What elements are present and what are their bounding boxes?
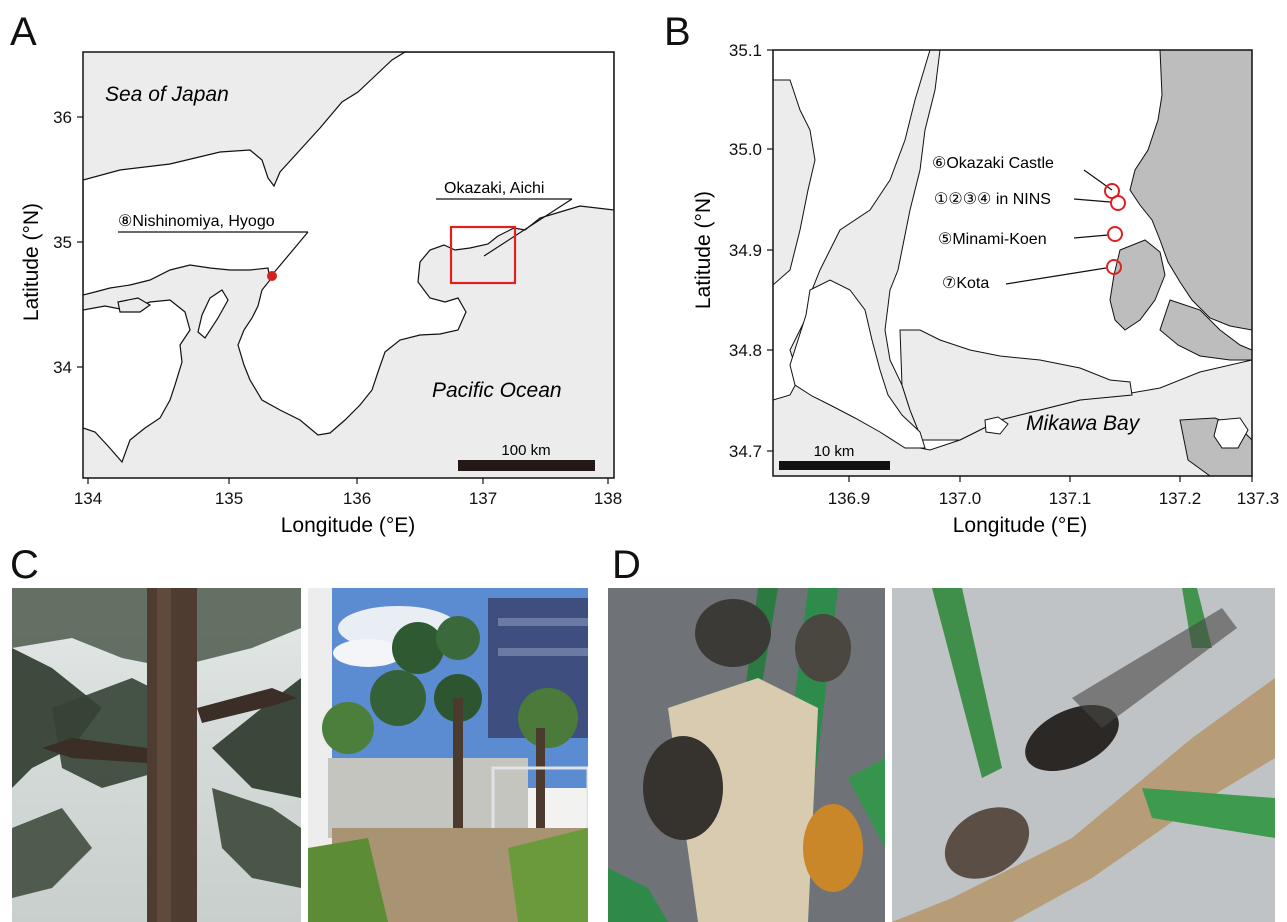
map-b-scale-label: 10 km — [814, 443, 855, 460]
map-b-y-axis-label: Latitude (°N) — [692, 191, 715, 309]
nishinomiya-label: ⑧Nishinomiya, Hyogo — [118, 213, 275, 230]
map-a-ytick: 36 — [53, 108, 72, 127]
map-b-xtick: 137.0 — [939, 489, 982, 508]
map-b-xtick: 137.2 — [1159, 489, 1202, 508]
map-a-ytick: 35 — [53, 233, 72, 252]
map-b-ytick: 34.8 — [729, 341, 762, 360]
nishinomiya-site-marker — [267, 271, 277, 281]
map-a-ytick: 34 — [53, 358, 72, 377]
map-a-xtick: 137 — [469, 489, 497, 508]
map-a-scale-bar — [458, 460, 595, 471]
map-a-y-axis-label: Latitude (°N) — [20, 203, 43, 321]
mikawa-bay-label: Mikawa Bay — [1026, 412, 1141, 435]
panel-letter-d: D — [612, 543, 641, 587]
site1234-label: ①②③④ in NINS — [934, 191, 1051, 208]
photo-pruned-pine-garden — [308, 588, 588, 922]
map-a-xtick: 138 — [594, 489, 622, 508]
map-a-landmass — [83, 52, 614, 464]
site1234-marker — [1110, 195, 1126, 211]
map-b-xtick: 137.1 — [1049, 489, 1092, 508]
site7-marker — [1106, 259, 1122, 275]
map-b-scale-bar — [779, 461, 890, 470]
sea-of-japan-label: Sea of Japan — [105, 83, 229, 106]
photo-cedar-tree — [12, 588, 301, 922]
map-a-xtick: 136 — [343, 489, 371, 508]
site6-label: ⑥Okazaki Castle — [932, 155, 1054, 172]
map-b-ytick: 35.1 — [729, 41, 762, 60]
map-b-features — [773, 50, 1252, 476]
map-b-ytick: 34.9 — [729, 241, 762, 260]
map-b-ytick: 35.0 — [729, 140, 762, 159]
panel-letter-a: A — [10, 10, 37, 54]
pacific-ocean-label: Pacific Ocean — [432, 379, 562, 402]
map-a-scale-label: 100 km — [501, 442, 550, 459]
map-b-x-axis-label: Longitude (°E) — [953, 514, 1087, 537]
site7-label: ⑦Kota — [942, 275, 989, 292]
map-b-ytick: 34.7 — [729, 442, 762, 461]
site5-label: ⑤Minami-Koen — [938, 231, 1047, 248]
map-b-xtick: 137.3 — [1237, 489, 1280, 508]
okazaki-region-box — [449, 225, 517, 285]
okazaki-label: Okazaki, Aichi — [444, 180, 544, 197]
panel-letter-c: C — [10, 543, 39, 587]
map-a-xtick: 135 — [215, 489, 243, 508]
map-b: 136.9 137.0 137.1 137.2 137.3 34.7 34.8 … — [692, 41, 1280, 537]
map-a-x-axis-label: Longitude (°E) — [281, 514, 415, 537]
photo-aphids-colony — [608, 588, 885, 922]
panel-letter-b: B — [664, 10, 691, 54]
photo-winged-aphid-on-twig — [892, 588, 1275, 922]
map-a-xtick: 134 — [74, 489, 102, 508]
map-b-xtick: 136.9 — [828, 489, 871, 508]
site5-marker — [1107, 226, 1123, 242]
map-a: 134 135 136 137 138 34 35 36 Longitude (… — [20, 51, 622, 537]
